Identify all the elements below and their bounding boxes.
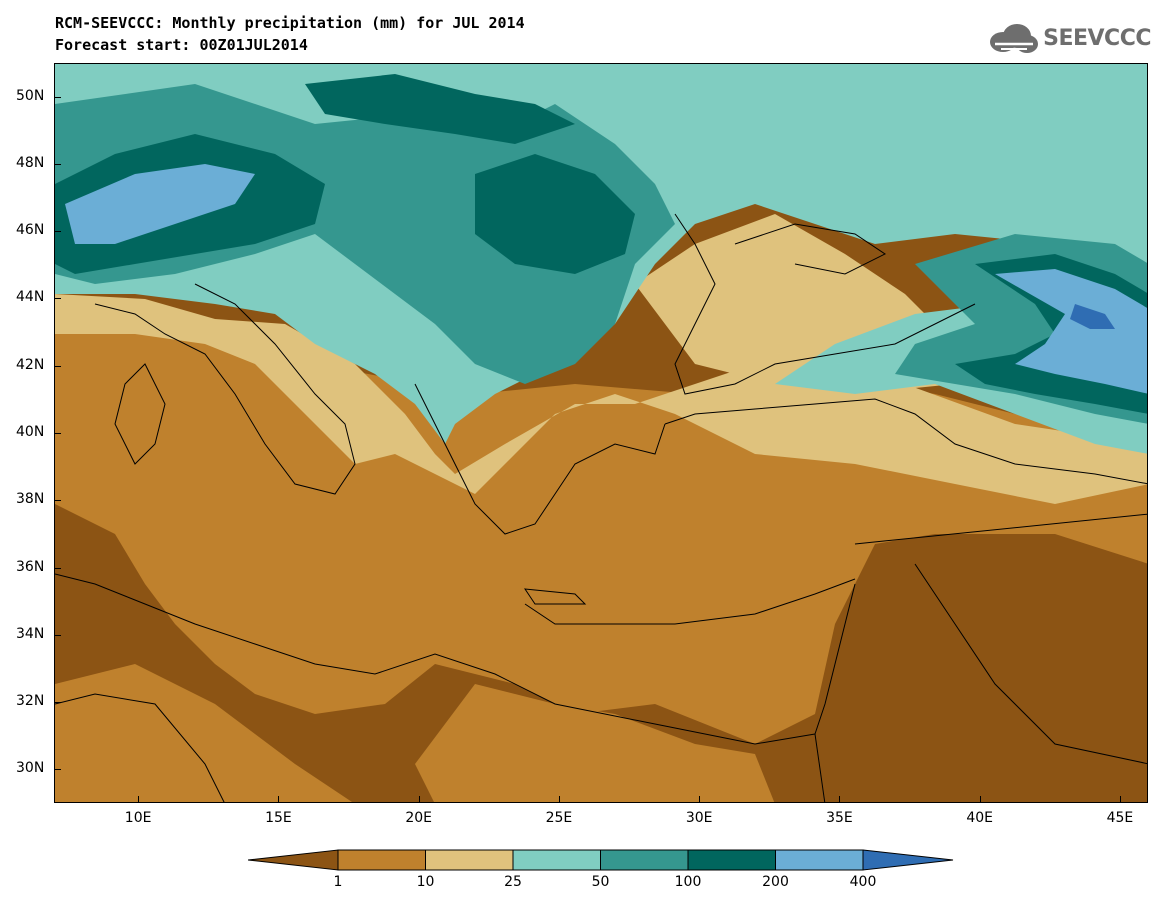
colorbar-segment — [425, 849, 514, 871]
longitude-tick — [1119, 796, 1121, 803]
longitude-label: 20E — [405, 810, 432, 826]
longitude-label: 10E — [124, 810, 152, 826]
colorbar-label: 100 — [674, 874, 702, 890]
band-1-10-south — [55, 664, 352, 802]
band-1-10-egypt — [415, 684, 775, 802]
latitude-tick — [54, 634, 61, 636]
latitude-tick — [54, 231, 61, 233]
longitude-label: 30E — [685, 810, 713, 826]
colorbar-segment — [337, 849, 426, 871]
latitude-label: 32N — [16, 693, 45, 710]
latitude-tick — [54, 500, 61, 502]
map-title: RCM-SEEVCCC: Monthly precipitation (mm) … — [55, 14, 525, 32]
colorbar-segment — [248, 849, 339, 871]
longitude-tick — [278, 796, 280, 803]
logo-text: SEEVCCC — [1043, 25, 1151, 51]
latitude-label: 50N — [16, 87, 45, 104]
latitude-label: 46N — [16, 222, 45, 239]
precipitation-field — [55, 64, 1147, 802]
cloud-icon — [990, 24, 1039, 53]
colorbar-segment — [775, 849, 864, 871]
longitude-label: 35E — [826, 810, 853, 826]
coastlines — [55, 213, 1147, 802]
longitude-label: 15E — [265, 810, 292, 826]
colorbar-segment — [600, 849, 689, 871]
band-200-400-alps — [65, 164, 255, 244]
latitude-label: 40N — [16, 424, 45, 440]
latitude-label: 44N — [16, 289, 45, 306]
latitude-tick — [54, 702, 61, 704]
longitude-tick — [418, 796, 420, 803]
latitude-label: 42N — [16, 356, 45, 373]
colorbar-label: 400 — [849, 874, 877, 890]
longitude-tick — [558, 796, 560, 803]
latitude-tick — [54, 567, 61, 569]
latitude-label: 38N — [16, 491, 45, 508]
colorbar-label: 10 — [416, 874, 435, 890]
seevccc-logo: SEEVCCC — [987, 20, 1151, 56]
colorbar-segment — [862, 849, 954, 871]
longitude-label: 25E — [545, 810, 573, 826]
colorbar-label: 200 — [762, 874, 789, 890]
longitude-label: 40E — [966, 810, 994, 826]
latitude-label: 30N — [16, 760, 45, 777]
longitude-label: 45E — [1106, 810, 1134, 826]
latitude-tick — [54, 96, 61, 98]
colorbar-label: 25 — [504, 874, 522, 890]
colorbar-segment — [512, 849, 601, 871]
colorbar — [248, 849, 954, 871]
band-over-400 — [1070, 304, 1115, 329]
band-100-200-north — [305, 74, 575, 144]
colorbar-label: 1 — [333, 874, 343, 890]
band-100-200-carp — [475, 154, 635, 274]
latitude-label: 36N — [16, 558, 45, 575]
longitude-tick — [699, 796, 701, 803]
longitude-tick — [138, 796, 140, 803]
forecast-start-label: Forecast start: 00Z01JUL2014 — [55, 36, 308, 54]
latitude-label: 48N — [16, 154, 45, 171]
band-200-400-cauc — [995, 269, 1147, 394]
latitude-tick — [54, 298, 61, 300]
latitude-label: 34N — [16, 625, 45, 642]
longitude-tick — [839, 796, 841, 803]
band-10-25 — [55, 294, 1147, 504]
latitude-tick — [54, 433, 61, 434]
colorbar-segment — [687, 849, 776, 871]
precipitation-map — [54, 63, 1148, 803]
colorbar-label: 50 — [591, 874, 610, 890]
latitude-tick — [54, 769, 61, 771]
longitude-tick — [979, 796, 981, 803]
latitude-tick — [54, 163, 61, 165]
latitude-tick — [54, 365, 61, 367]
